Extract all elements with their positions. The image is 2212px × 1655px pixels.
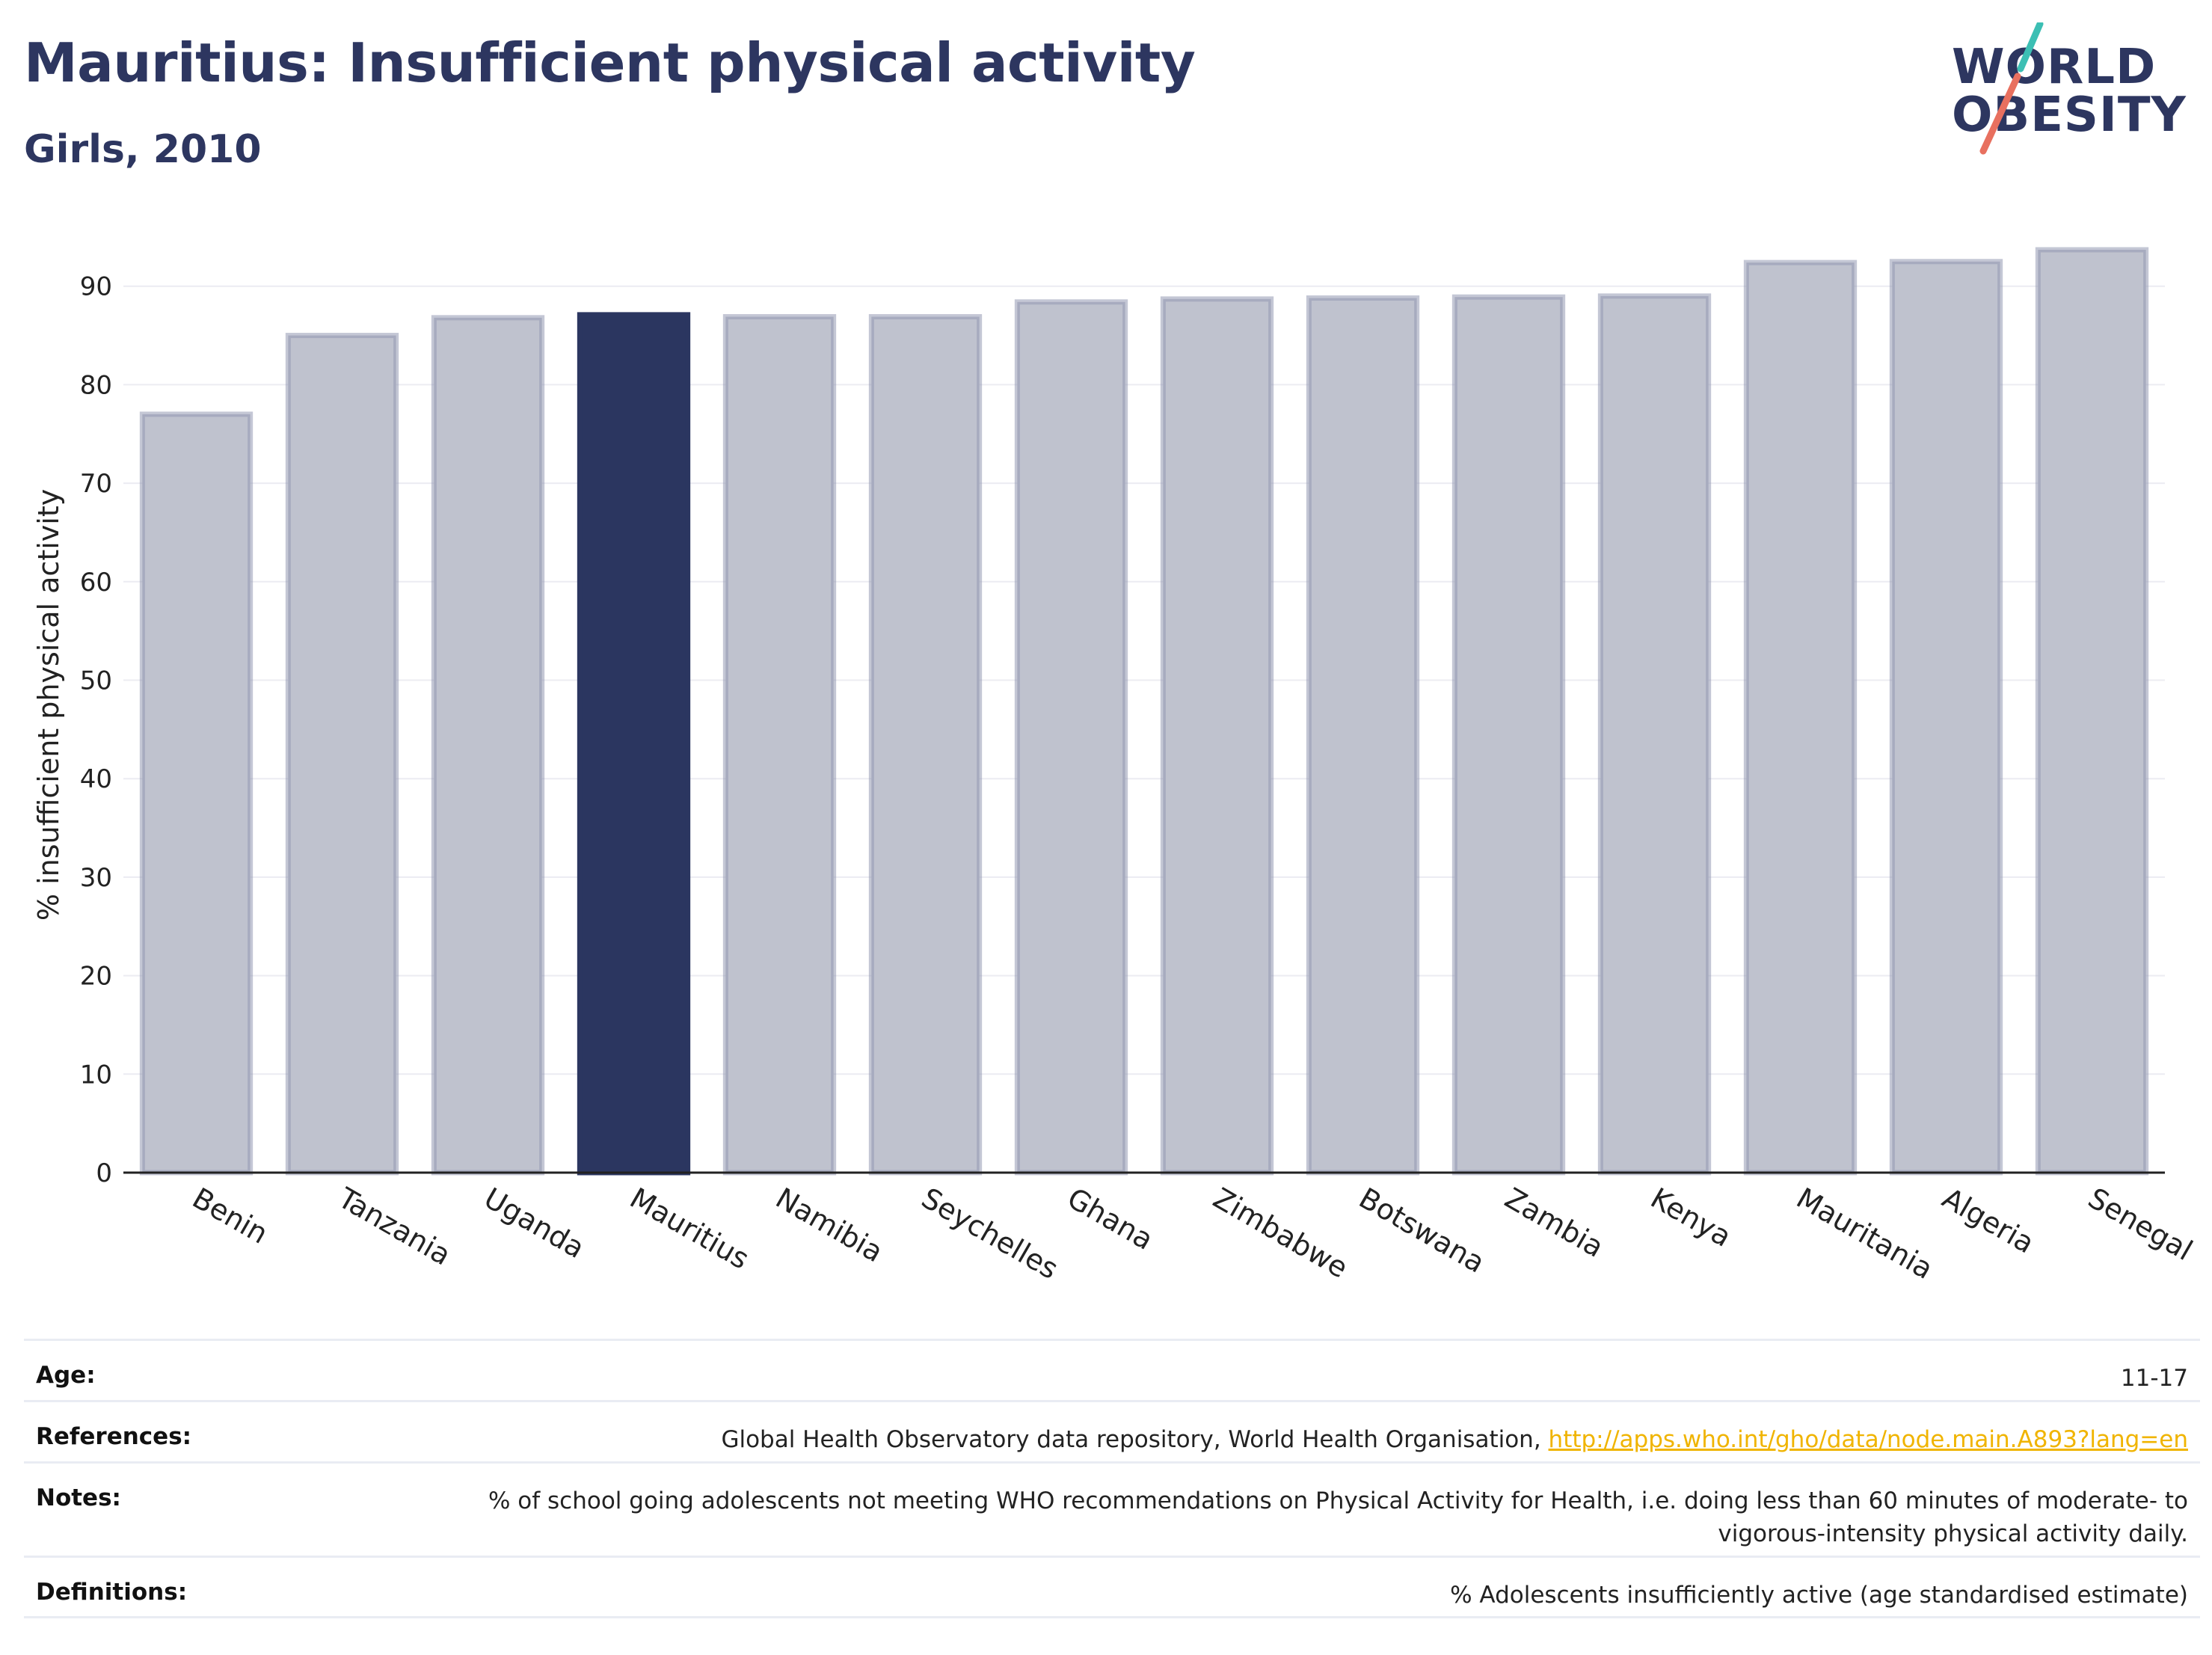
bar-mauritania [1743,260,1858,1176]
references-value: Global Health Observatory data repositor… [721,1423,2188,1456]
x-tick-label: Kenya [1645,1182,1737,1253]
bar-seychelles [868,314,983,1176]
info-row-notes: Notes: % of school going adolescents not… [24,1461,2200,1556]
references-text: Global Health Observatory data repositor… [721,1426,1549,1453]
logo-slash-icon [1979,22,2044,155]
definitions-label: Definitions: [36,1579,188,1606]
bar-mauritius [577,312,691,1176]
y-tick-label: 10 [80,1060,112,1090]
x-tick-label: Algeria [1937,1182,2040,1260]
x-tick-label: Mauritania [1791,1182,1938,1286]
bar-ghana [1014,299,1128,1176]
bar-benin [139,411,254,1176]
x-tick-label: Senegal [2083,1182,2198,1268]
definitions-value: % Adolescents insufficiently active (age… [1450,1582,2188,1609]
info-row-age: Age: 11-17 [24,1339,2200,1400]
bar-chart: 0 10 20 30 40 50 60 70 80 90 Benin Tanzania Uganda Ma… [32,247,2198,1286]
x-tick-label: Benin [187,1182,274,1250]
bar-zimbabwe [1160,296,1274,1176]
y-tick-label: 40 [80,764,112,794]
x-tick-label: Botswana [1354,1182,1490,1280]
chart-title: Mauritius: Insufficient physical activit… [24,31,1196,94]
y-tick-label: 20 [80,962,112,992]
references-link[interactable]: http://apps.who.int/gho/data/node.main.A… [1548,1426,2188,1453]
info-row-references: References: Global Health Observatory da… [24,1400,2200,1461]
notes-label: Notes: [36,1484,121,1511]
y-tick-label: 0 [96,1158,112,1188]
x-tick-label: Zimbabwe [1208,1182,1354,1285]
bar-senegal [2035,247,2149,1176]
x-tick-label: Ghana [1062,1182,1159,1256]
bar-algeria [1889,259,2003,1176]
bar-zambia [1451,294,1566,1176]
age-value: 11-17 [2120,1365,2188,1392]
y-tick-label: 80 [80,370,112,400]
x-tick-label: Uganda [479,1182,590,1265]
references-label: References: [36,1423,192,1450]
y-tick-label: 60 [80,568,112,598]
y-tick-label: 50 [80,666,112,696]
bar-namibia [722,314,837,1176]
notes-value: % of school going adolescents not meetin… [488,1487,2188,1547]
y-axis-title: % insufficient physical activity [32,489,65,921]
info-table: Age: 11-17 References: Global Health Obs… [24,1339,2200,1618]
y-tick-label: 90 [80,272,112,302]
y-tick-label: 70 [80,469,112,499]
world-obesity-logo: WORLD OBESITY [1952,22,2199,157]
x-tick-label: Tanzania [332,1181,456,1271]
bar-uganda [431,315,545,1176]
x-tick-label: Seychelles [916,1182,1063,1286]
logo-line-1: WORLD [1952,40,2157,95]
bar-tanzania [285,333,399,1176]
x-tick-label: Mauritius [624,1182,755,1276]
x-tick-label: Namibia [770,1182,888,1269]
bar-kenya [1597,293,1712,1176]
info-row-definitions: Definitions: % Adolescents insufficientl… [24,1556,2200,1618]
chart-subtitle: Girls, 2010 [24,127,262,172]
age-label: Age: [36,1362,96,1389]
y-tick-label: 30 [80,863,112,893]
bar-botswana [1306,295,1420,1176]
x-tick-label: Zambia [1499,1182,1609,1264]
